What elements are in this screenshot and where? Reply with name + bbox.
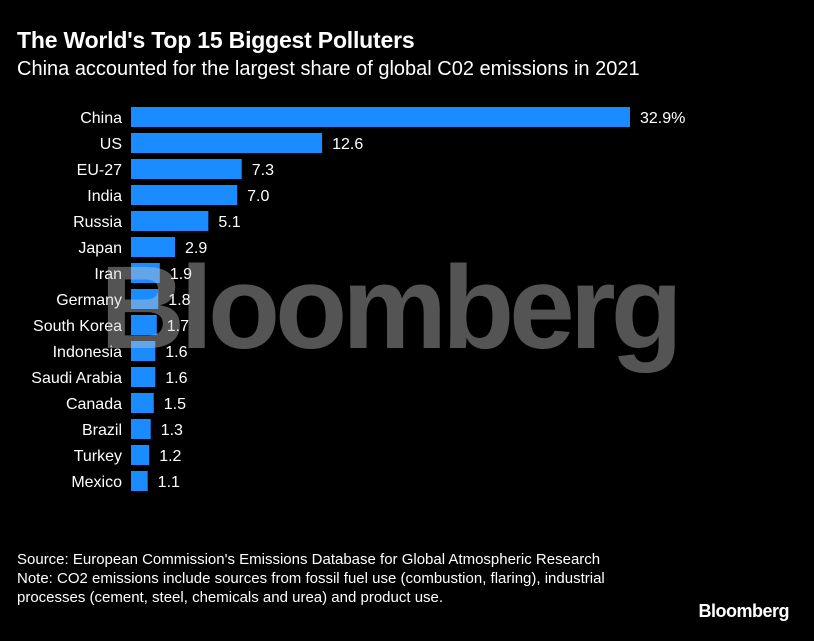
bar	[131, 393, 154, 413]
category-label: US	[100, 136, 122, 153]
data-label: 1.5	[164, 396, 186, 413]
category-label: Saudi Arabia	[31, 370, 122, 387]
source-line: Source: European Commission's Emissions …	[17, 551, 601, 568]
bar	[131, 237, 175, 257]
data-label: 5.1	[218, 214, 240, 231]
category-label: Mexico	[71, 474, 122, 491]
category-label: EU-27	[77, 162, 122, 179]
data-label: 1.8	[168, 292, 190, 309]
bar	[131, 289, 159, 309]
chart-title: The World's Top 15 Biggest Polluters	[17, 27, 415, 53]
bar	[131, 419, 151, 439]
bar	[131, 107, 630, 127]
data-label: 12.6	[332, 136, 363, 153]
bar	[131, 159, 242, 179]
source-note: Source: European Commission's Emissions …	[17, 550, 657, 607]
category-label: Canada	[66, 396, 122, 413]
data-label: 1.2	[159, 448, 181, 465]
bar-chart: China 32.9% US 12.6 EU-27 7.3 India 7.0 Russia 5.…	[31, 107, 685, 491]
data-label: 1.1	[158, 474, 180, 491]
bar	[131, 211, 209, 231]
chart-subtitle: China accounted for the largest share of…	[17, 58, 640, 80]
bar	[131, 263, 160, 283]
data-label: 32.9%	[640, 110, 685, 127]
note-line: Note: CO2 emissions include sources from…	[17, 570, 605, 606]
category-label: Brazil	[82, 422, 122, 439]
data-label: 1.9	[170, 266, 192, 283]
bar	[131, 133, 323, 153]
category-label: India	[87, 188, 122, 205]
bar	[131, 367, 156, 387]
bar	[131, 471, 148, 491]
category-label: Indonesia	[53, 344, 122, 361]
data-label: 1.6	[165, 344, 187, 361]
bar	[131, 315, 157, 335]
category-label: Iran	[94, 266, 122, 283]
data-label: 7.3	[252, 162, 274, 179]
category-label: Germany	[56, 292, 122, 309]
data-label: 7.0	[247, 188, 269, 205]
data-label: 1.6	[165, 370, 187, 387]
category-label: Russia	[73, 214, 122, 231]
bar	[131, 445, 150, 465]
bar	[131, 341, 156, 361]
data-label: 1.7	[167, 318, 189, 335]
bar	[131, 185, 238, 205]
category-label: China	[80, 110, 122, 127]
bloomberg-logo: Bloomberg	[698, 601, 789, 621]
category-label: South Korea	[33, 318, 122, 335]
category-label: Japan	[78, 240, 122, 257]
data-label: 1.3	[161, 422, 183, 439]
category-label: Turkey	[74, 448, 122, 465]
data-label: 2.9	[185, 240, 207, 257]
